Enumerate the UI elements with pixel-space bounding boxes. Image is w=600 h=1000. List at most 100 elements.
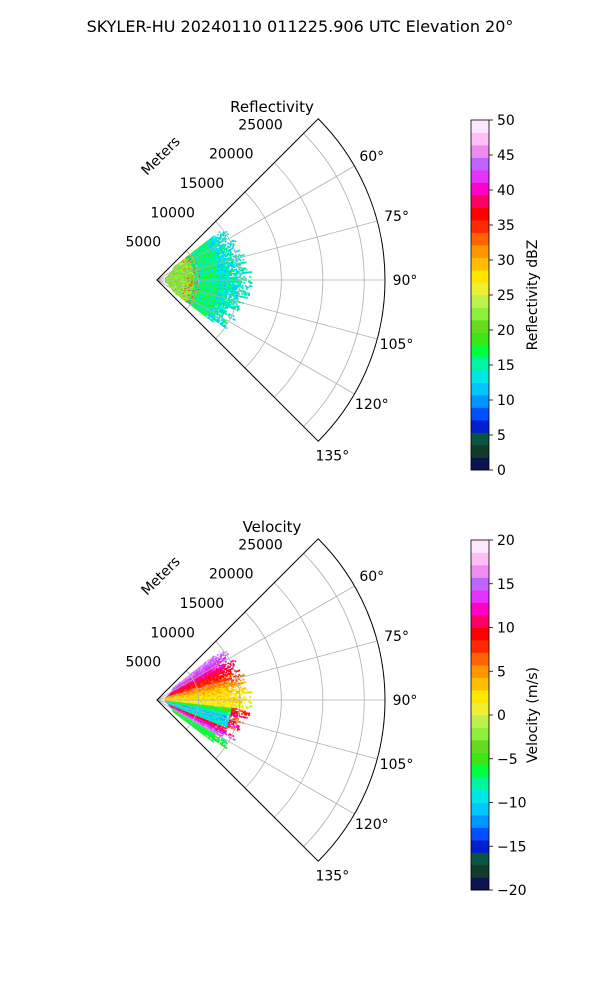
azimuth-tick-label: 75° xyxy=(384,209,409,225)
field-cell xyxy=(242,674,245,677)
field-cell xyxy=(249,275,252,278)
field-cell xyxy=(234,660,237,663)
field-cell xyxy=(224,654,227,657)
field-cell xyxy=(231,667,234,670)
field-cell xyxy=(250,285,253,288)
field-cell xyxy=(240,281,243,284)
colorbar-tick-label: 30 xyxy=(497,253,515,269)
field-cell xyxy=(233,318,236,322)
field-cell xyxy=(212,655,215,658)
field-cell xyxy=(233,263,236,266)
field-cell xyxy=(242,258,245,261)
field-cell xyxy=(227,242,230,245)
range-axis-label: Meters xyxy=(138,134,183,179)
field-cell xyxy=(247,294,251,297)
field-cell xyxy=(231,247,234,250)
colorbar-tick-label: 50 xyxy=(497,113,515,129)
field-cell xyxy=(239,263,242,266)
field-cell xyxy=(238,673,241,677)
field-cell xyxy=(244,277,247,280)
field-cell xyxy=(232,303,235,306)
field-cell xyxy=(235,288,238,291)
colorbar-swatch xyxy=(471,357,489,371)
field-cell xyxy=(236,281,239,284)
colorbar-swatch xyxy=(471,257,489,271)
field-cell xyxy=(230,274,233,276)
field-cell xyxy=(247,280,250,283)
field-cell xyxy=(250,282,253,284)
colorbar-swatch xyxy=(471,432,489,446)
field-cell xyxy=(232,270,235,273)
panel-title: Velocity xyxy=(243,518,302,536)
field-cell xyxy=(234,676,237,679)
field-cell xyxy=(229,301,233,304)
colorbar-tick-label: 10 xyxy=(497,393,515,409)
azimuth-tick-label: 120° xyxy=(355,397,389,413)
field-cell xyxy=(225,650,228,654)
field-cell xyxy=(229,243,232,247)
field-cell xyxy=(240,292,243,296)
field-cell xyxy=(240,280,243,283)
field-cell xyxy=(231,673,234,676)
field-cell xyxy=(235,260,238,263)
colorbar-swatch xyxy=(471,270,489,283)
colorbar-swatch xyxy=(471,120,489,133)
field-cell xyxy=(240,273,243,276)
field-cell xyxy=(238,249,241,252)
azimuth-tick-label: 105° xyxy=(380,337,414,353)
colorbar-swatch xyxy=(471,170,489,183)
colorbar-swatch xyxy=(471,232,489,246)
colorbar-swatch xyxy=(471,457,489,471)
field-cell xyxy=(244,261,247,264)
field-cell xyxy=(224,243,227,246)
field-cell xyxy=(228,665,232,669)
field-cell xyxy=(212,235,215,238)
colorbar-swatch xyxy=(471,445,489,458)
field-cell xyxy=(224,251,228,254)
colorbar-swatch xyxy=(471,320,489,333)
range-tick-label: 5000 xyxy=(125,235,161,251)
field-cell xyxy=(216,653,220,657)
field-cell xyxy=(235,273,238,276)
colorbar-tick-label: 5 xyxy=(497,428,506,444)
colorbar-swatch xyxy=(471,282,489,296)
colorbar-tick-label: 0 xyxy=(497,463,506,479)
colorbar-swatch xyxy=(471,420,489,433)
field-cell xyxy=(222,232,226,235)
reflectivity-panel: Reflectivity500010000150002000025000Mete… xyxy=(125,98,541,479)
field-cell xyxy=(230,281,233,284)
field-cell xyxy=(219,235,223,239)
field-cell xyxy=(232,261,235,264)
field-cell xyxy=(237,285,240,288)
field-cell xyxy=(229,313,232,316)
azimuth-tick-label: 135° xyxy=(315,448,349,464)
field-cell xyxy=(232,314,235,318)
field-cell xyxy=(236,265,239,268)
field-cell xyxy=(226,232,230,236)
azimuth-spoke xyxy=(156,279,355,395)
colorbar-swatch xyxy=(471,395,489,408)
field-cell xyxy=(243,281,246,284)
field-cell xyxy=(239,259,242,262)
field-cell xyxy=(239,266,242,269)
field-cell xyxy=(238,253,241,257)
field-cell xyxy=(243,276,246,278)
range-tick-label: 25000 xyxy=(238,117,283,133)
azimuth-tick-label: 60° xyxy=(359,149,384,165)
field-cell xyxy=(237,675,240,678)
field-cell xyxy=(245,268,248,271)
field-cell xyxy=(234,240,237,243)
figure-suptitle: SKYLER-HU 20240110 011225.906 UTC Elevat… xyxy=(87,17,514,36)
range-tick-label: 20000 xyxy=(209,147,254,163)
field-cell xyxy=(238,669,241,672)
colorbar-swatch xyxy=(471,245,489,258)
field-cell xyxy=(238,308,241,311)
colorbar-swatch xyxy=(471,207,489,221)
field-cell xyxy=(226,675,229,678)
colorbar-swatch xyxy=(471,132,489,146)
field-cell xyxy=(241,287,244,290)
field-cell xyxy=(218,230,221,234)
field-cell xyxy=(242,268,245,272)
